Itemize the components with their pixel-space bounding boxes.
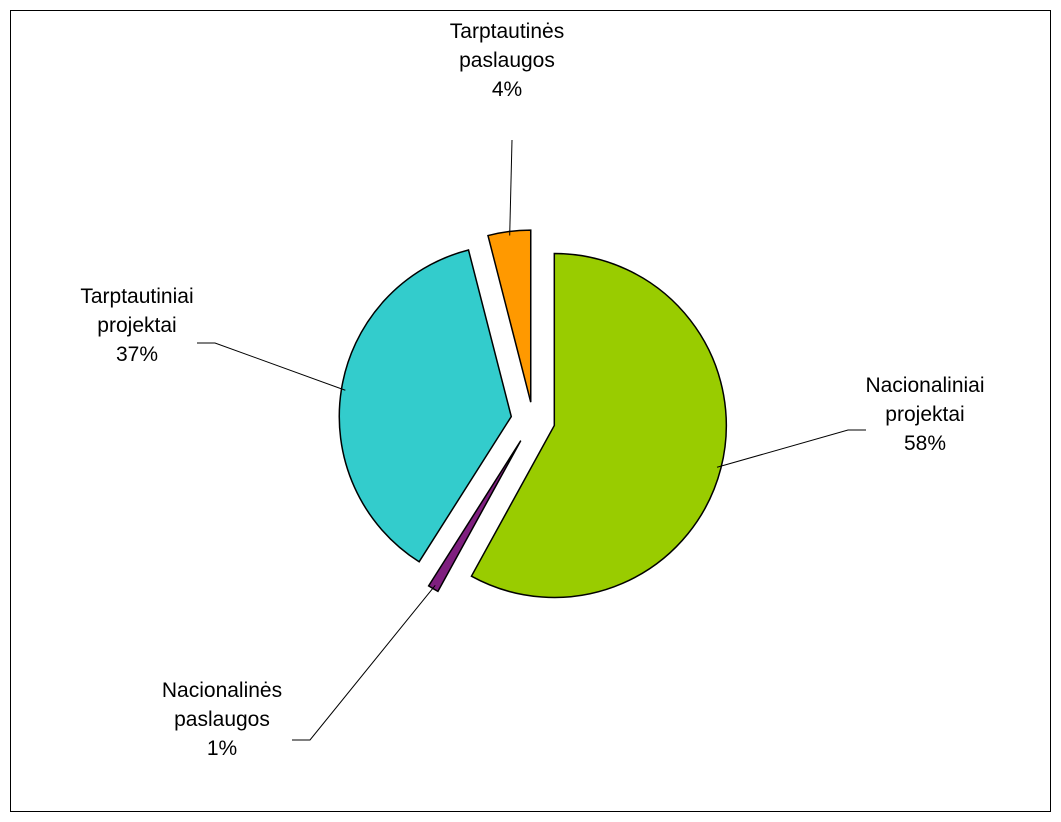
data-label-value: 37% [116, 343, 158, 366]
leader-line [197, 342, 346, 391]
data-label-name: Nacionaliniai projektai [865, 374, 984, 426]
chart-frame [10, 10, 1051, 812]
data-label-name: Tarptautiniai projektai [80, 285, 193, 337]
data-label-value: 58% [904, 432, 946, 455]
pie-slice [338, 249, 513, 563]
data-label-value: 1% [207, 737, 237, 760]
data-label-name: Nacionalinės paslaugos [162, 679, 282, 731]
data-label-name: Tarptautinės paslaugos [450, 20, 564, 72]
pie-slice [427, 440, 522, 593]
leader-line [509, 139, 513, 236]
pie-slice [470, 252, 728, 599]
data-label-value: 4% [492, 78, 522, 101]
pie-slice [487, 229, 532, 403]
leader-line [292, 584, 436, 741]
leader-line [716, 429, 866, 468]
